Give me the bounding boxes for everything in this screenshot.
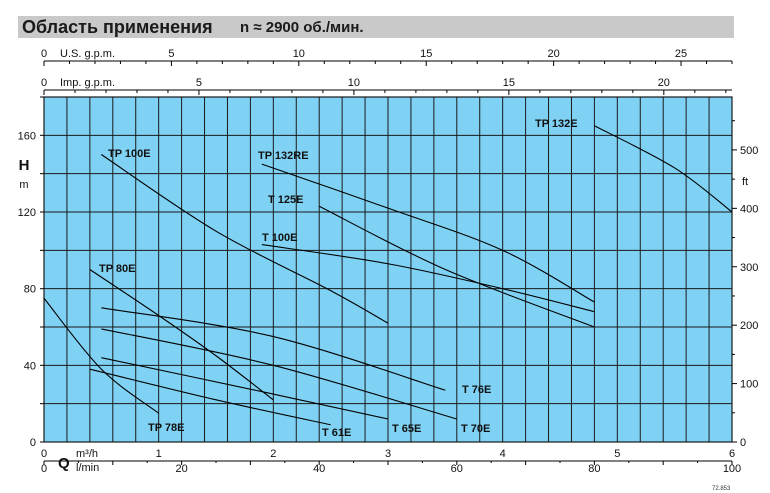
curve-label-t-125e: T 125E bbox=[268, 194, 303, 206]
q-m3h-tick-label: 6 bbox=[729, 448, 735, 460]
usgpm-axis-tick-label: 0 bbox=[41, 48, 47, 60]
h-m-tick-label: 40 bbox=[24, 360, 36, 372]
h-axis-name: H bbox=[19, 157, 30, 174]
h-m-tick-label: 120 bbox=[18, 207, 36, 219]
curve-label-tp-78e: TP 78E bbox=[148, 422, 185, 434]
q-m3h-tick-label: 0 bbox=[41, 448, 47, 460]
impgpm-axis-tick-label: 5 bbox=[196, 77, 202, 89]
chart-title: Область применения bbox=[22, 17, 213, 37]
curve-tp-78e bbox=[43, 297, 160, 414]
h-ft-unit: ft bbox=[742, 176, 748, 188]
usgpm-axis-tick-label: 20 bbox=[548, 48, 560, 60]
h-ft-tick-label: 300 bbox=[740, 262, 758, 274]
curve-label-t-61e: T 61E bbox=[322, 427, 351, 439]
q-lmin-tick-label: 100 bbox=[723, 463, 741, 475]
speed-label: n ≈ 2900 об./мин. bbox=[240, 19, 364, 36]
impgpm-axis-tick-label: 20 bbox=[658, 77, 670, 89]
curve-label-t-70e: T 70E bbox=[461, 423, 490, 435]
usgpm-axis-tick-label: 25 bbox=[675, 48, 687, 60]
q-m3h-tick-label: 3 bbox=[385, 448, 391, 460]
usgpm-axis-tick-label: 15 bbox=[420, 48, 432, 60]
curve-label-t-76e: T 76E bbox=[462, 384, 491, 396]
h-ft-tick-label: 0 bbox=[740, 437, 746, 449]
q-m3h-tick-label: 2 bbox=[270, 448, 276, 460]
impgpm-axis-label: Imp. g.p.m. bbox=[60, 77, 115, 89]
grid-lines bbox=[43, 96, 733, 443]
h-m-tick-label: 0 bbox=[30, 437, 36, 449]
pump-curves: TP 100E TP 132RE T 125E T 100E TP 132E TP 80E… bbox=[43, 118, 733, 439]
figure-code: 72.853 bbox=[712, 486, 731, 492]
curve-label-tp-80e: TP 80E bbox=[99, 263, 136, 275]
plot-border bbox=[43, 96, 733, 443]
usgpm-axis-tick-label: 10 bbox=[293, 48, 305, 60]
h-ft-tick-label: 400 bbox=[740, 203, 758, 215]
curve-label-tp-132e: TP 132E bbox=[535, 118, 578, 130]
usgpm-axis-label: U.S. g.p.m. bbox=[60, 48, 115, 60]
curve-t-65e bbox=[101, 357, 389, 420]
curve-tp-132e bbox=[594, 125, 733, 213]
q-axis-name: Q bbox=[58, 455, 70, 472]
curve-t-100e bbox=[261, 244, 595, 313]
h-ft-tick-label: 500 bbox=[740, 145, 758, 157]
curve-label-t-65e: T 65E bbox=[392, 423, 421, 435]
top-axes: 0 5 10 15 20 25 U.S. g.p.m. 0 5 10 15 20 Imp. g.p.m. bbox=[41, 48, 733, 95]
q-lmin-tick-label: 80 bbox=[588, 463, 600, 475]
curve-tp-132re bbox=[261, 163, 595, 303]
side-axes: 0 40 80 120 160 Hm 0 100 200 300 400 500 ft bbox=[18, 96, 758, 449]
q-lmin-unit: l/min bbox=[76, 462, 99, 474]
impgpm-axis-tick-label: 0 bbox=[41, 77, 47, 89]
q-m3h-unit: m³/h bbox=[76, 448, 98, 460]
curve-tp-100e bbox=[101, 154, 389, 324]
usgpm-axis-tick-label: 5 bbox=[168, 48, 174, 60]
impgpm-axis-tick-label: 15 bbox=[503, 77, 515, 89]
h-axis-unit: m bbox=[19, 179, 28, 191]
h-ft-tick-label: 200 bbox=[740, 320, 758, 332]
curve-label-tp-100e: TP 100E bbox=[108, 148, 151, 160]
h-m-tick-label: 80 bbox=[24, 284, 36, 296]
curve-label-tp-132re: TP 132RE bbox=[258, 150, 309, 162]
curve-t-70e bbox=[101, 328, 457, 420]
q-m3h-tick-label: 4 bbox=[500, 448, 506, 460]
curve-t-76e bbox=[101, 307, 446, 391]
title-bar: Область применения n ≈ 2900 об./мин. bbox=[18, 16, 734, 38]
curve-tp-80e bbox=[89, 269, 274, 401]
h-m-tick-label: 160 bbox=[18, 130, 36, 142]
curve-t-61e bbox=[89, 368, 331, 426]
impgpm-axis-tick-label: 10 bbox=[348, 77, 360, 89]
q-lmin-tick-label: 40 bbox=[313, 463, 325, 475]
curve-label-t-100e: T 100E bbox=[262, 232, 297, 244]
q-m3h-tick-label: 5 bbox=[614, 448, 620, 460]
q-lmin-tick-label: 60 bbox=[451, 463, 463, 475]
h-ft-tick-label: 100 bbox=[740, 379, 758, 391]
q-lmin-tick-label: 20 bbox=[175, 463, 187, 475]
curve-t-125e bbox=[318, 205, 595, 328]
q-m3h-tick-label: 1 bbox=[156, 448, 162, 460]
q-lmin-tick-label: 0 bbox=[41, 463, 47, 475]
